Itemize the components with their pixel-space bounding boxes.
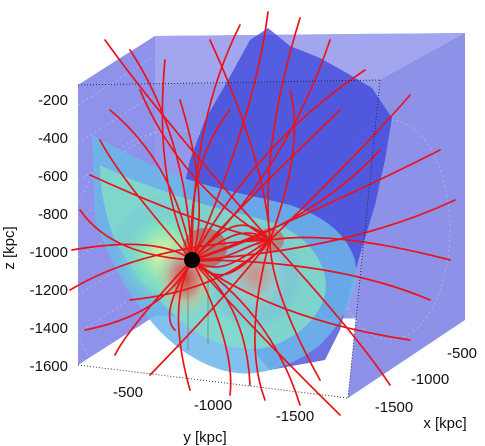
x-tick-label-1: -1000 <box>411 371 449 388</box>
z-tick-label-0: -200 <box>38 92 68 109</box>
streamline <box>191 69 366 261</box>
streamline <box>99 139 193 261</box>
y-axis-ticks: -500 -1000 -1500 <box>113 384 314 425</box>
y-tick-label-2: -1500 <box>276 408 314 425</box>
z-tick-label-3: -800 <box>38 206 68 223</box>
cube-front-edges <box>77 79 381 399</box>
streamline <box>129 49 193 261</box>
streamline <box>191 39 331 261</box>
z-tick-label-5: -1200 <box>30 282 68 299</box>
x-tick-label-0: -500 <box>447 345 477 362</box>
z-tick-label-2: -600 <box>38 168 68 185</box>
y-tick-label-0: -500 <box>113 384 143 401</box>
point-source-marker <box>184 252 200 268</box>
streamline <box>149 239 271 376</box>
streamline <box>168 259 193 331</box>
z-tick-label-6: -1400 <box>30 320 68 337</box>
streamlines <box>69 11 456 416</box>
streamline <box>267 17 301 241</box>
y-axis-label: y [kpc] <box>183 429 226 446</box>
streamline <box>191 239 271 276</box>
z-axis-label: z [kpc] <box>1 226 18 269</box>
streamline <box>191 24 241 261</box>
z-tick-label-7: -1600 <box>30 358 68 375</box>
streamline <box>191 109 341 261</box>
streamline <box>191 239 271 268</box>
streamline <box>71 243 193 261</box>
streamline <box>79 209 193 261</box>
streamline <box>191 259 431 301</box>
streamline <box>179 99 201 261</box>
x-tick-label-2: -1500 <box>375 399 413 416</box>
streamline <box>191 239 271 262</box>
x-axis-label: x [kpc] <box>423 415 466 432</box>
streamline <box>190 109 231 261</box>
streamline <box>191 224 271 261</box>
streamline <box>161 59 193 261</box>
streamline <box>269 239 391 386</box>
streamline <box>191 199 456 261</box>
streamline <box>104 39 271 241</box>
z-tick-label-4: -1000 <box>30 244 68 261</box>
streamline <box>254 239 271 401</box>
streamline <box>269 239 321 381</box>
z-axis-ticks: -200 -400 -600 -800 -1000 -1200 -1400 -1600 <box>30 92 68 375</box>
streamline <box>191 238 271 261</box>
streamline <box>191 11 269 261</box>
streamline <box>191 259 341 416</box>
y-tick-label-1: -1000 <box>194 397 232 414</box>
streamline <box>109 109 193 261</box>
x-axis-ticks: -500 -1000 -1500 <box>375 345 477 416</box>
streamline <box>269 236 451 261</box>
streamline <box>191 232 271 261</box>
z-tick-label-1: -400 <box>38 130 68 147</box>
streamline <box>114 259 193 356</box>
streamline <box>177 259 193 391</box>
